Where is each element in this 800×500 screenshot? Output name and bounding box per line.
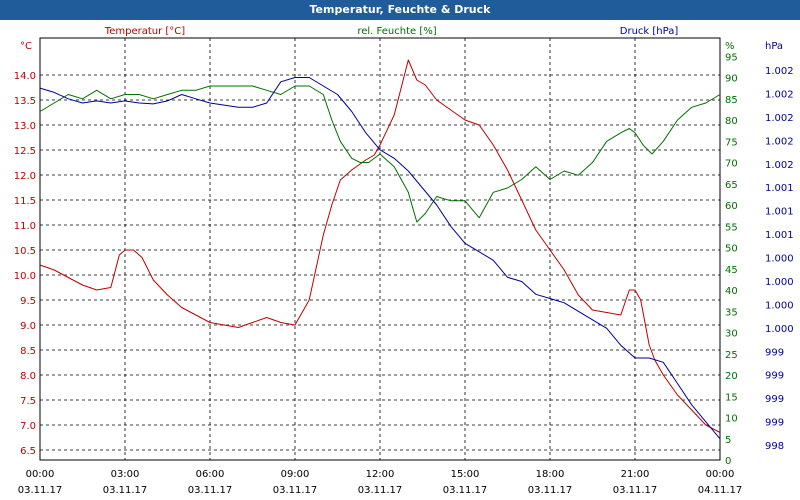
x-tick-date: 03.11.17 xyxy=(613,485,658,496)
pressure-tick-label: 1.000 xyxy=(765,277,794,288)
x-tick-time: 12:00 xyxy=(366,469,395,480)
humidity-unit-label: % xyxy=(725,41,735,52)
humidity-tick-label: 25 xyxy=(725,350,738,361)
x-tick-time: 15:00 xyxy=(451,469,480,480)
temp-tick-label: 8.0 xyxy=(20,371,36,382)
humidity-tick-label: 95 xyxy=(725,52,738,63)
humidity-tick-label: 30 xyxy=(725,329,738,340)
temp-unit-label: °C xyxy=(20,41,32,52)
x-tick-time: 00:00 xyxy=(26,469,55,480)
temp-tick-label: 13.5 xyxy=(14,96,36,107)
x-tick-time: 03:00 xyxy=(111,469,140,480)
humidity-tick-label: 75 xyxy=(725,137,738,148)
temp-tick-label: 10.0 xyxy=(14,271,36,282)
pressure-tick-label: 1.000 xyxy=(765,254,794,265)
pressure-tick-label: 1.002 xyxy=(765,136,794,147)
humidity-tick-label: 55 xyxy=(725,222,738,233)
pressure-tick-label: 999 xyxy=(765,418,784,429)
humidity-line xyxy=(39,85,721,223)
x-tick-time: 21:00 xyxy=(621,469,650,480)
humidity-tick-label: 65 xyxy=(725,180,738,191)
pressure-tick-label: 999 xyxy=(765,347,784,358)
pressure-axis-title: Druck [hPa] xyxy=(620,26,679,37)
humidity-tick-label: 0 xyxy=(725,456,731,467)
humidity-tick-label: 90 xyxy=(725,74,738,85)
temp-tick-label: 9.0 xyxy=(20,321,36,332)
temp-tick-label: 7.5 xyxy=(20,396,36,407)
temp-tick-label: 14.0 xyxy=(14,71,36,82)
x-tick-date: 03.11.17 xyxy=(273,485,318,496)
x-tick-date: 04.11.17 xyxy=(698,485,743,496)
x-tick-time: 18:00 xyxy=(536,469,565,480)
pressure-tick-label: 1.001 xyxy=(765,183,794,194)
x-tick-date: 03.11.17 xyxy=(103,485,148,496)
pressure-line xyxy=(39,77,721,440)
x-tick-date: 03.11.17 xyxy=(528,485,573,496)
temp-tick-label: 11.0 xyxy=(14,221,36,232)
window-title: Temperatur, Feuchte & Druck xyxy=(0,0,800,20)
pressure-tick-label: 1.002 xyxy=(765,160,794,171)
humidity-tick-label: 5 xyxy=(725,435,731,446)
humidity-tick-label: 10 xyxy=(725,414,738,425)
humidity-tick-label: 15 xyxy=(725,392,738,403)
humidity-tick-label: 45 xyxy=(725,265,738,276)
pressure-tick-label: 1.001 xyxy=(765,230,794,241)
x-tick-date: 03.11.17 xyxy=(188,485,233,496)
pressure-tick-label: 998 xyxy=(765,441,784,452)
humidity-tick-label: 60 xyxy=(725,201,738,212)
temp-axis-title: Temperatur [°C] xyxy=(104,26,185,37)
humidity-tick-label: 35 xyxy=(725,307,738,318)
humidity-tick-label: 85 xyxy=(725,95,738,106)
pressure-tick-label: 1.002 xyxy=(765,89,794,100)
temp-tick-label: 12.0 xyxy=(14,171,36,182)
temp-tick-label: 13.0 xyxy=(14,121,36,132)
pressure-tick-label: 1.002 xyxy=(765,66,794,77)
pressure-tick-label: 1.002 xyxy=(765,113,794,124)
temp-tick-label: 10.5 xyxy=(14,246,36,257)
x-tick-date: 03.11.17 xyxy=(358,485,403,496)
temp-tick-label: 12.5 xyxy=(14,146,36,157)
humidity-axis-title: rel. Feuchte [%] xyxy=(357,26,436,37)
pressure-tick-label: 1.000 xyxy=(765,300,794,311)
x-tick-time: 00:00 xyxy=(706,469,735,480)
humidity-tick-label: 80 xyxy=(725,116,738,127)
temperature-line xyxy=(39,59,721,433)
x-tick-date: 03.11.17 xyxy=(443,485,488,496)
humidity-tick-label: 20 xyxy=(725,371,738,382)
humidity-tick-label: 70 xyxy=(725,159,738,170)
pressure-tick-label: 999 xyxy=(765,371,784,382)
humidity-tick-label: 50 xyxy=(725,244,738,255)
x-tick-time: 09:00 xyxy=(281,469,310,480)
temp-tick-label: 7.0 xyxy=(20,421,36,432)
x-tick-time: 06:00 xyxy=(196,469,225,480)
pressure-tick-label: 1.000 xyxy=(765,324,794,335)
pressure-unit-label: hPa xyxy=(765,41,783,52)
x-tick-date: 03.11.17 xyxy=(18,485,63,496)
temp-tick-label: 9.5 xyxy=(20,296,36,307)
temp-tick-label: 6.5 xyxy=(20,446,36,457)
pressure-tick-label: 999 xyxy=(765,394,784,405)
temp-tick-label: 8.5 xyxy=(20,346,36,357)
temp-tick-label: 11.5 xyxy=(14,196,36,207)
pressure-tick-label: 1.001 xyxy=(765,207,794,218)
humidity-tick-label: 40 xyxy=(725,286,738,297)
